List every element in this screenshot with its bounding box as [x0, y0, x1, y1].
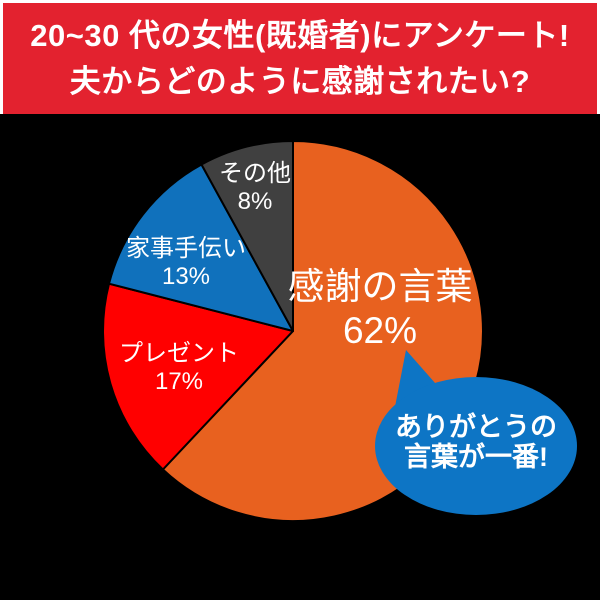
pie-slice [200, 140, 294, 332]
slice-label-present: プレゼント 17% [119, 340, 239, 396]
speech-bubble [375, 377, 577, 515]
slice-label-percent: 8% [237, 188, 273, 215]
title-line-2: 夫からどのように感謝されたい? [69, 63, 531, 99]
slice-label-percent: 62% [342, 310, 418, 351]
slice-label-housework-help: 家事手伝い 13% [126, 235, 246, 291]
slice-label-text: その他 [219, 160, 291, 187]
pie-slice [108, 163, 294, 332]
slice-label-percent: 13% [161, 263, 211, 290]
pie-chart [102, 140, 577, 522]
speech-bubble-text: ありがとうの 言葉が一番! [395, 412, 557, 472]
slice-label-other: その他 8% [219, 160, 291, 216]
pie-chart-panel: 感謝の言葉 62% プレゼント 17% 家事手伝い 13% その他 8% ありが… [0, 114, 600, 600]
slice-label-gratitude-words: 感謝の言葉 62% [288, 265, 473, 353]
title-banner: 20~30 代の女性(既婚者)にアンケート! 夫からどのように感謝されたい? [3, 3, 597, 114]
slice-label-text: プレゼント [119, 340, 239, 367]
speech-bubble-line-2: 言葉が一番! [404, 442, 548, 472]
pie-slice [102, 282, 294, 471]
title-line-1: 20~30 代の女性(既婚者)にアンケート! [30, 17, 570, 53]
slice-label-text: 感謝の言葉 [287, 266, 473, 307]
speech-bubble-line-1: ありがとうの [395, 412, 557, 442]
slice-label-percent: 17% [154, 368, 204, 395]
slice-label-text: 家事手伝い [126, 235, 246, 262]
